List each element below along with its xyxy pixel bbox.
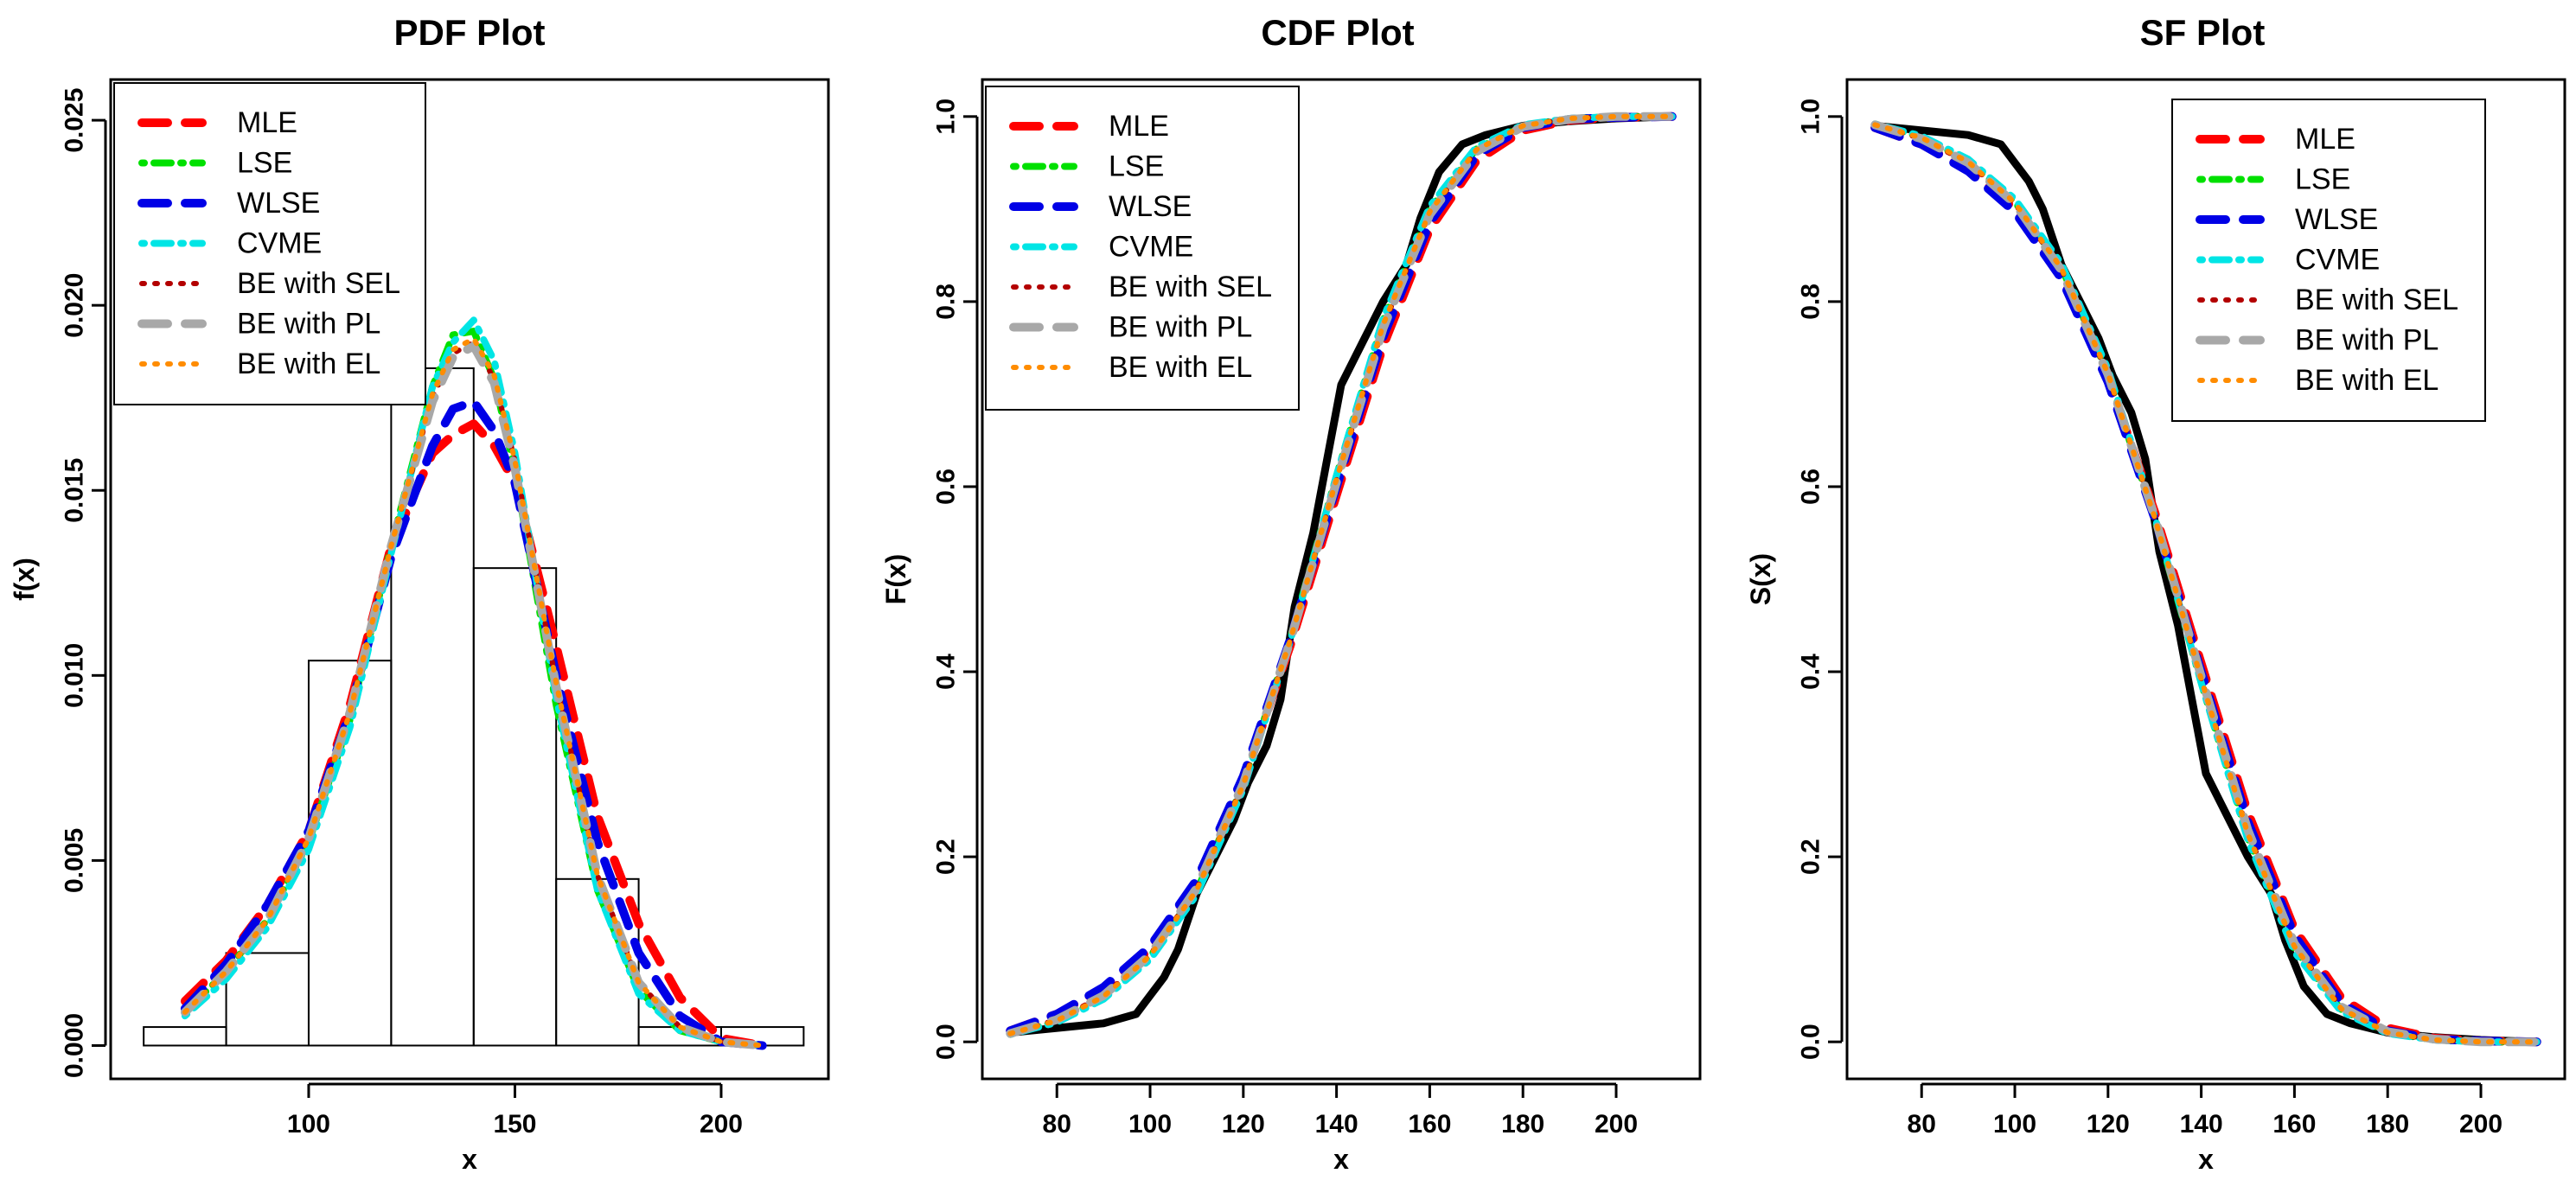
histogram-bar xyxy=(472,567,558,1047)
pdf-x-axis-label: x xyxy=(462,1144,477,1175)
histogram-bar xyxy=(225,952,310,1047)
pdf-x-tick-label: 200 xyxy=(700,1110,743,1139)
cdf-x-tick-label: 100 xyxy=(1128,1110,1172,1139)
cdf-legend: MLE LSE WLSE CVME BE with SEL BE with PL BE wi… xyxy=(985,86,1300,411)
cdf-plot-panel: CDF Plot 80 100 120 140 160 180 200 0.0 0.2 0.4 0.… xyxy=(880,12,1702,1175)
pdf-legend-label-mle: MLE xyxy=(237,106,297,139)
sf-y-axis-label: S(x) xyxy=(1745,553,1776,605)
cdf-plot-frame xyxy=(981,78,1702,1081)
sf-y-tick-label: 0.2 xyxy=(1797,839,1825,875)
pdf-plot-panel: PDF Plot 100 150 200 0.000 0.005 0.010 0.015 0.… xyxy=(9,12,830,1175)
sf-x-tick-label: 200 xyxy=(2459,1110,2502,1139)
cdf-x-tick-label: 80 xyxy=(1043,1110,1071,1139)
sf-legend-label-be-with-sel: BE with SEL xyxy=(2295,284,2458,316)
cdf-y-tick-label: 0.4 xyxy=(932,654,961,690)
sf-legend-label-be-with-el: BE with EL xyxy=(2295,364,2439,397)
cdf-empirical-line xyxy=(1009,112,1672,1036)
cdf-x-tick-label: 180 xyxy=(1501,1110,1544,1139)
pdf-legend-label-be-with-sel: BE with SEL xyxy=(237,267,400,300)
sf-series-be-with-el xyxy=(1872,122,2540,1045)
cdf-legend-label-be-with-el: BE with EL xyxy=(1109,351,1252,384)
cdf-legend-label-be-with-sel: BE with SEL xyxy=(1109,271,1272,303)
histogram-bar xyxy=(143,1026,227,1047)
cdf-x-tick-label: 140 xyxy=(1315,1110,1358,1139)
pdf-y-tick-label: 0.010 xyxy=(61,643,89,708)
cdf-x-axis-label: x xyxy=(1333,1144,1349,1175)
cdf-y-tick-label: 0.2 xyxy=(932,839,961,875)
pdf-plot-frame xyxy=(109,78,830,1081)
sf-y-tick-label: 0.4 xyxy=(1797,654,1825,690)
pdf-series-be-with-el xyxy=(182,335,765,1049)
pdf-y-tick-label: 0.025 xyxy=(61,88,89,153)
sf-legend: MLE LSE WLSE CVME BE with SEL BE with PL BE wi… xyxy=(2171,99,2486,422)
cdf-legend-label-cvme: CVME xyxy=(1109,231,1193,264)
pdf-legend-label-wlse: WLSE xyxy=(237,187,320,220)
pdf-x-tick-label: 100 xyxy=(287,1110,330,1139)
cdf-legend-label-be-with-pl: BE with PL xyxy=(1109,311,1252,344)
pdf-y-tick-label: 0.015 xyxy=(61,458,89,523)
sf-legend-label-mle: MLE xyxy=(2295,123,2355,156)
sf-x-tick-label: 100 xyxy=(1993,1110,2036,1139)
sf-y-tick-label: 1.0 xyxy=(1797,99,1825,135)
sf-plot-title: SF Plot xyxy=(2140,12,2266,53)
pdf-y-tick-label: 0.020 xyxy=(61,273,89,338)
cdf-y-tick-label: 0.0 xyxy=(932,1024,961,1060)
sf-empirical-line xyxy=(1874,122,2537,1046)
cdf-legend-label-lse: LSE xyxy=(1109,150,1164,183)
cdf-plot-title: CDF Plot xyxy=(1261,12,1414,53)
cdf-y-tick-label: 0.6 xyxy=(932,469,961,505)
pdf-plot-title: PDF Plot xyxy=(394,12,546,53)
cdf-legend-label-mle: MLE xyxy=(1109,110,1169,143)
cdf-y-tick-label: 1.0 xyxy=(932,99,961,135)
sf-x-tick-label: 180 xyxy=(2366,1110,2409,1139)
pdf-legend-label-be-with-el: BE with EL xyxy=(237,348,380,380)
cdf-y-axis-label: F(x) xyxy=(880,554,911,605)
pdf-legend-label-lse: LSE xyxy=(237,147,292,180)
cdf-x-tick-label: 200 xyxy=(1595,1110,1638,1139)
cdf-x-tick-label: 160 xyxy=(1408,1110,1451,1139)
cdf-x-tick-label: 120 xyxy=(1222,1110,1265,1139)
sf-y-tick-label: 0.8 xyxy=(1797,284,1825,320)
cdf-y-tick-label: 0.8 xyxy=(932,284,961,320)
sf-legend-label-wlse: WLSE xyxy=(2295,203,2378,236)
pdf-y-tick-label: 0.000 xyxy=(61,1013,89,1078)
sf-x-axis-label: x xyxy=(2198,1144,2214,1175)
pdf-y-tick-label: 0.005 xyxy=(61,828,89,893)
pdf-series-wlse xyxy=(180,397,767,1050)
sf-x-tick-label: 80 xyxy=(1908,1110,1936,1139)
pdf-legend: MLE LSE WLSE CVME BE with SEL BE with PL BE wi… xyxy=(113,82,426,405)
pdf-y-axis-label: f(x) xyxy=(9,558,40,601)
sf-plot-frame xyxy=(1845,78,2566,1081)
sf-legend-label-be-with-pl: BE with PL xyxy=(2295,324,2439,357)
histogram-bar xyxy=(390,367,475,1047)
pdf-x-tick-label: 150 xyxy=(493,1110,536,1139)
sf-plot-panel: SF Plot 80 100 120 140 160 180 200 0.0 0.2 0.4 0.6… xyxy=(1745,12,2566,1175)
cdf-series-be-with-el xyxy=(1007,113,1675,1036)
sf-legend-label-lse: LSE xyxy=(2295,163,2350,196)
sf-x-tick-label: 120 xyxy=(2087,1110,2130,1139)
pdf-series-cvme xyxy=(181,316,766,1049)
cdf-legend-label-wlse: WLSE xyxy=(1109,190,1192,223)
pdf-legend-label-cvme: CVME xyxy=(237,227,322,260)
sf-y-tick-label: 0.0 xyxy=(1797,1024,1825,1060)
sf-x-tick-label: 140 xyxy=(2180,1110,2223,1139)
sf-x-tick-label: 160 xyxy=(2272,1110,2316,1139)
sf-legend-label-cvme: CVME xyxy=(2295,244,2380,277)
pdf-legend-label-be-with-pl: BE with PL xyxy=(237,308,380,341)
sf-y-tick-label: 0.6 xyxy=(1797,469,1825,505)
